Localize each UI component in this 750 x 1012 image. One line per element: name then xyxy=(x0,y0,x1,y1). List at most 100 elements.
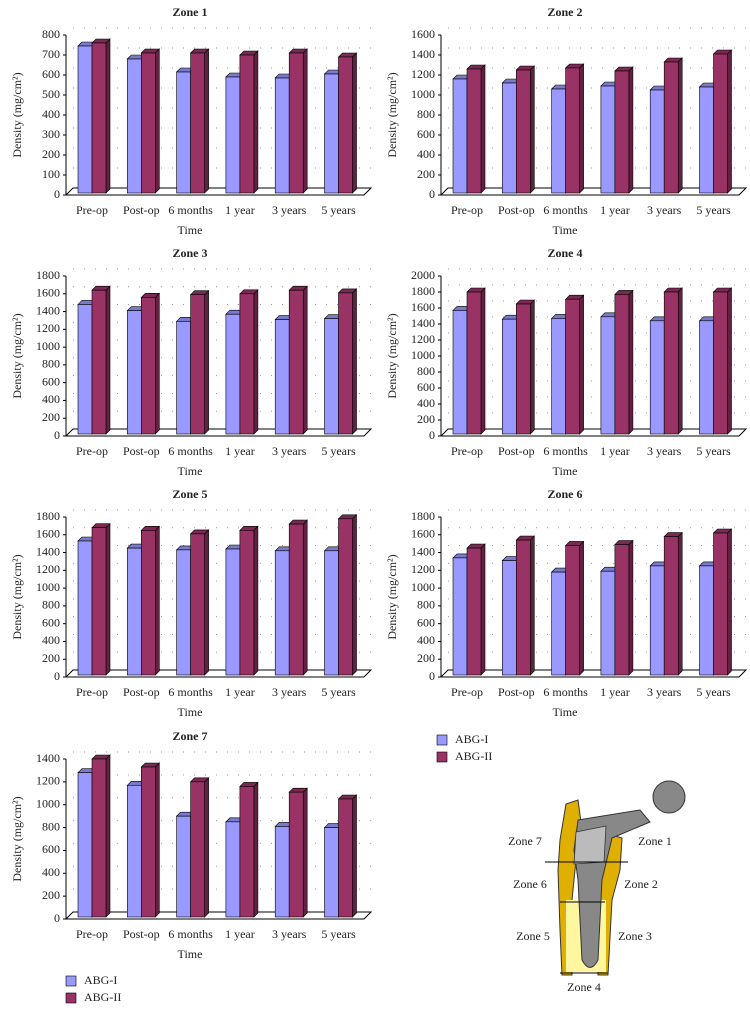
bar xyxy=(91,42,107,194)
y-tick-label: 0 xyxy=(429,428,435,442)
x-tick-label: 6 months xyxy=(543,203,588,217)
bar xyxy=(551,318,566,435)
x-axis-label: Time xyxy=(178,705,203,719)
bar-side xyxy=(105,522,111,676)
x-axis-label: Time xyxy=(553,464,578,478)
y-tick-label: 1400 xyxy=(411,47,435,61)
chart-title: Zone 4 xyxy=(547,246,582,260)
y-tick-label: 1200 xyxy=(36,774,60,788)
bar-side xyxy=(529,535,535,676)
y-tick-label: 200 xyxy=(42,147,60,161)
bar xyxy=(239,293,255,435)
y-tick-label: 1400 xyxy=(36,303,60,317)
bar xyxy=(288,289,304,435)
bar xyxy=(324,318,339,435)
y-tick-label: 1600 xyxy=(36,527,60,541)
legend-label: ABG-I xyxy=(84,973,117,987)
bar xyxy=(452,557,468,676)
x-tick-label: 3 years xyxy=(647,685,682,699)
bar-side xyxy=(352,288,357,435)
chart-title: Zone 6 xyxy=(547,487,582,501)
x-tick-label: 5 years xyxy=(696,444,731,458)
bar-side xyxy=(155,762,160,918)
bar-side xyxy=(529,299,535,435)
bar-side xyxy=(480,287,486,435)
bar xyxy=(239,530,255,676)
x-tick-label: 3 years xyxy=(647,203,682,217)
y-axis-label: Density (mg/cm²) xyxy=(10,554,24,639)
y-tick-label: 1200 xyxy=(411,562,435,576)
chart-title: Zone 3 xyxy=(172,246,207,260)
x-tick-label: 1 year xyxy=(600,685,630,699)
bar xyxy=(190,52,205,194)
bar xyxy=(91,289,107,435)
y-tick-label: 800 xyxy=(417,364,435,378)
zone-label: Zone 4 xyxy=(567,980,601,994)
bar xyxy=(77,45,93,194)
bar xyxy=(565,545,580,676)
y-tick-label: 300 xyxy=(42,127,60,141)
bar xyxy=(649,565,665,676)
x-tick-label: 6 months xyxy=(168,927,213,941)
y-tick-label: 800 xyxy=(417,598,435,612)
x-tick-label: 6 months xyxy=(168,203,213,217)
bar xyxy=(338,518,353,676)
bar-side xyxy=(105,38,111,194)
y-tick-label: 600 xyxy=(417,615,435,629)
bar xyxy=(239,786,255,918)
y-tick-label: 700 xyxy=(42,47,60,61)
bar xyxy=(713,291,728,435)
y-tick-label: 1200 xyxy=(36,321,60,335)
legend-swatch xyxy=(436,734,448,746)
bar xyxy=(515,303,531,435)
bar xyxy=(551,88,566,194)
x-tick-label: Pre-op xyxy=(451,685,483,699)
bar-side xyxy=(529,65,535,194)
y-tick-label: 200 xyxy=(417,412,435,426)
y-tick-label: 1200 xyxy=(411,67,435,81)
bar xyxy=(699,565,714,676)
x-tick-label: Post-op xyxy=(123,927,160,941)
x-tick-label: 3 years xyxy=(272,685,307,699)
bar xyxy=(274,826,290,918)
legend-swatch xyxy=(65,975,77,987)
bar xyxy=(127,784,142,918)
y-tick-label: 400 xyxy=(42,865,60,879)
chart-title: Zone 2 xyxy=(547,5,582,19)
y-tick-label: 1600 xyxy=(411,27,435,41)
bar-side xyxy=(677,287,683,435)
bar xyxy=(324,73,339,194)
bar xyxy=(614,544,630,676)
y-tick-label: 600 xyxy=(42,374,60,388)
bar xyxy=(77,540,93,676)
bar-side xyxy=(253,289,259,435)
x-tick-label: Post-op xyxy=(123,203,160,217)
bar-side xyxy=(628,66,634,194)
x-tick-label: 3 years xyxy=(272,927,307,941)
x-tick-label: Post-op xyxy=(498,685,535,699)
y-tick-label: 1600 xyxy=(411,300,435,314)
bar-side xyxy=(480,64,486,194)
bar-side xyxy=(253,525,259,676)
x-tick-label: Pre-op xyxy=(76,685,108,699)
bar-side xyxy=(352,514,357,676)
x-tick-label: 6 months xyxy=(168,444,213,458)
y-tick-label: 200 xyxy=(42,410,60,424)
bar xyxy=(452,78,468,194)
y-tick-label: 0 xyxy=(429,669,435,683)
y-tick-label: 1000 xyxy=(36,796,60,810)
bar-side xyxy=(155,48,160,194)
bar-side xyxy=(204,289,209,435)
bar xyxy=(515,539,531,676)
y-tick-label: 1400 xyxy=(36,544,60,558)
bar xyxy=(663,61,679,194)
zone-label: Zone 2 xyxy=(624,877,658,891)
x-tick-label: 1 year xyxy=(225,685,255,699)
bar xyxy=(649,89,665,194)
y-tick-label: 1400 xyxy=(36,751,60,765)
y-tick-label: 200 xyxy=(417,167,435,181)
x-tick-label: 3 years xyxy=(272,444,307,458)
bar-side xyxy=(204,529,209,676)
x-tick-label: Post-op xyxy=(123,444,160,458)
y-tick-label: 1800 xyxy=(36,509,60,523)
